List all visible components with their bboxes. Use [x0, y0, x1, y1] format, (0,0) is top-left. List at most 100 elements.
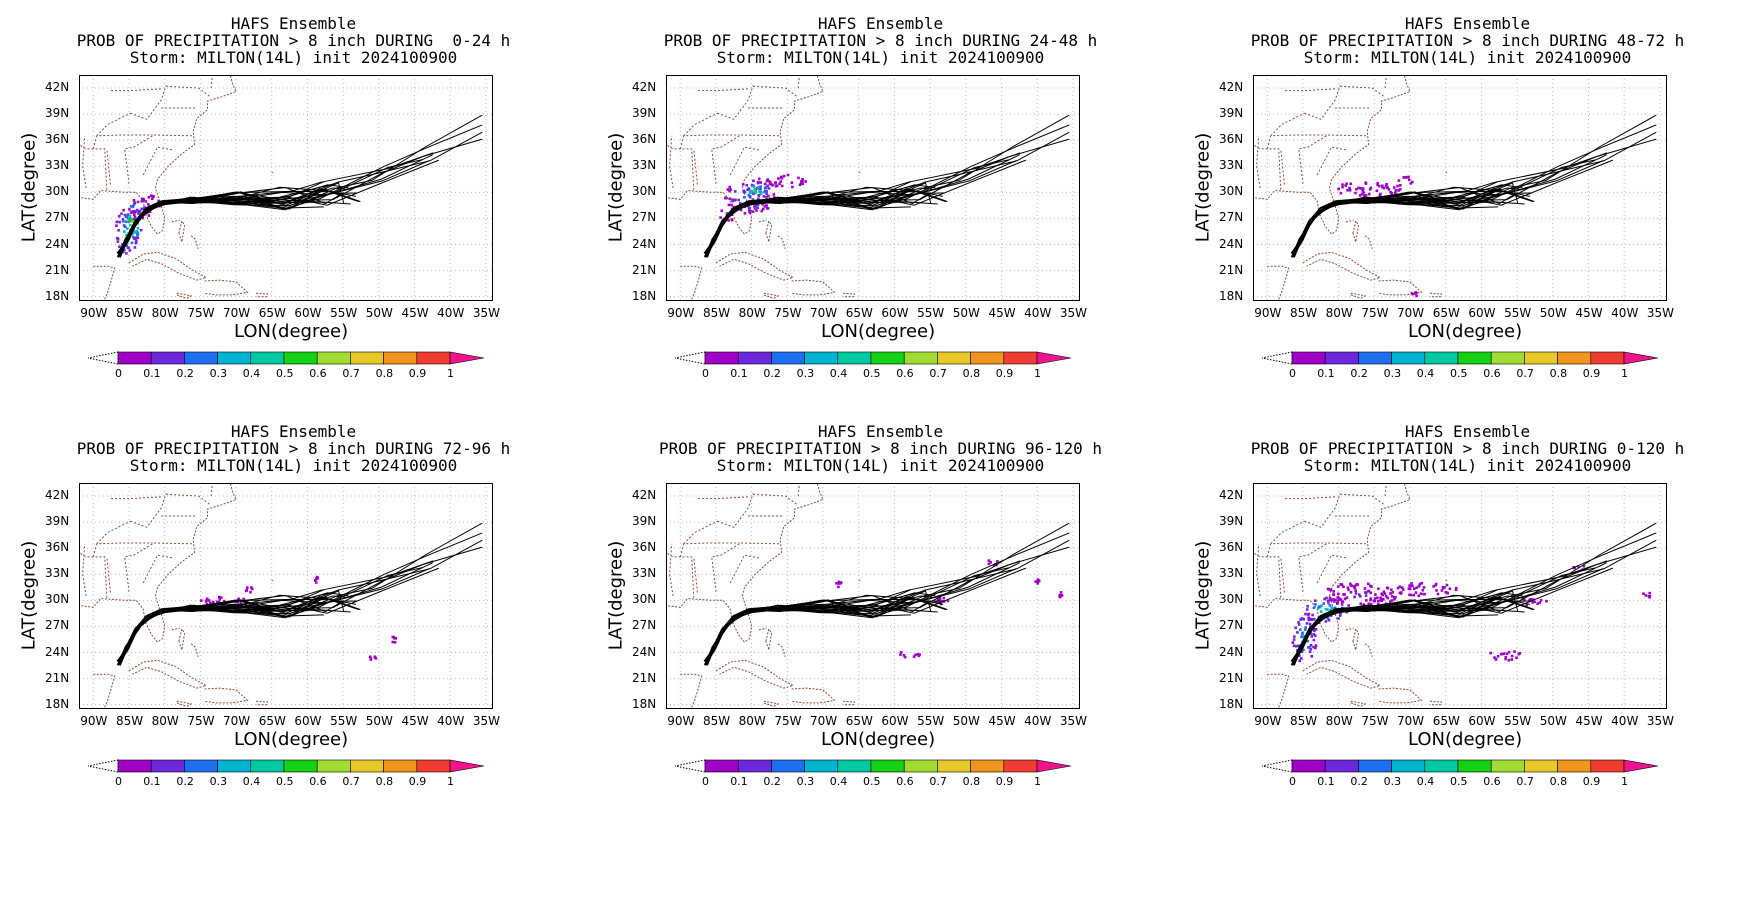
coastline [178, 219, 186, 243]
y-tick-label: 30N [45, 592, 70, 607]
colorbar-segment [1557, 759, 1592, 773]
precip-cell [116, 240, 120, 243]
precip-cell [133, 231, 137, 234]
precip-cell [720, 209, 724, 212]
coastline [190, 643, 199, 657]
x-tick-label: 70W [1397, 306, 1425, 320]
precip-cell [1386, 596, 1389, 600]
precip-region [391, 635, 398, 644]
colorbar-tick-label: 0.8 [962, 775, 981, 788]
colorbar-tick-label: 0 [702, 367, 709, 380]
precip-cell [761, 203, 764, 206]
ensemble-track [1290, 591, 1510, 666]
precip-cell [899, 653, 902, 656]
colorbar-tick-label: 0.1 [1317, 775, 1335, 788]
precip-cell [1293, 635, 1296, 638]
colorbar-segment [870, 351, 905, 365]
precip-cell [767, 187, 771, 190]
precip-cell [1345, 596, 1349, 599]
precip-cell [1372, 599, 1376, 603]
colorbar-tick-label: 0.4 [829, 367, 848, 380]
colorbar-tick-label: 0.6 [309, 775, 327, 788]
precip-cell [1326, 599, 1330, 603]
precip-cell [1367, 602, 1370, 606]
colorbar-segment [1424, 759, 1459, 773]
precip-cell [936, 598, 940, 601]
precip-cell [780, 184, 784, 188]
x-tick-label: 65W [1432, 714, 1460, 728]
precip-cell [1298, 654, 1301, 657]
precip-cell [1305, 608, 1309, 611]
precip-cell [728, 185, 731, 189]
precip-cell [743, 190, 746, 194]
precip-cell [1317, 605, 1321, 608]
coastline [79, 75, 237, 235]
precip-cell [763, 182, 767, 186]
precip-cell [246, 586, 249, 589]
coastline [128, 251, 208, 281]
x-tick-label: 80W [151, 306, 179, 320]
precip-cell [222, 599, 226, 603]
precip-cell [1362, 603, 1366, 606]
colorbar-segment [804, 759, 839, 773]
precip-cell [1358, 194, 1362, 197]
precip-cell [1348, 188, 1352, 192]
coastline [93, 265, 116, 301]
colorbar-segment [1524, 351, 1558, 365]
precip-cell [765, 190, 768, 193]
precip-cell [1408, 593, 1411, 597]
map-plot-area [666, 483, 1080, 709]
y-tick-label: 24N [1219, 644, 1244, 659]
precip-cell [316, 575, 319, 579]
colorbar-segment [737, 759, 772, 773]
precip-cell [1364, 591, 1368, 594]
colorbar-segment [350, 351, 384, 365]
precip-cell [1489, 651, 1493, 655]
precip-cell [762, 195, 766, 198]
precip-cell [1295, 644, 1298, 648]
precip-cell [1357, 186, 1360, 190]
ensemble-track [1291, 522, 1657, 665]
precip-cell [1296, 631, 1299, 634]
precip-cell [1328, 604, 1332, 607]
colorbar-segment [1424, 351, 1459, 365]
precip-cell [1370, 585, 1373, 588]
precip-region [1521, 597, 1548, 607]
precip-cell [801, 177, 804, 181]
precip-cell [125, 252, 128, 255]
precip-cell [760, 209, 764, 213]
precip-cell [1376, 183, 1379, 187]
colorbar-tick-label: 0.8 [1549, 367, 1568, 380]
precip-cell [123, 213, 127, 217]
x-tick-label: 50W [1539, 714, 1567, 728]
precip-cell [133, 237, 137, 241]
precip-cell [1340, 603, 1344, 606]
state-border [683, 112, 718, 137]
precip-cell [1344, 184, 1347, 187]
x-tick-label: 40W [437, 714, 465, 728]
precip-cell [730, 218, 734, 221]
precip-cell [125, 244, 129, 248]
state-border [111, 88, 162, 92]
colorbar [1262, 351, 1659, 365]
colorbar-segment [117, 351, 152, 365]
precip-cell [1302, 618, 1306, 621]
y-tick-label: 21N [632, 262, 657, 277]
coastline [176, 292, 193, 299]
state-border [669, 543, 674, 597]
precip-cell [245, 589, 248, 592]
colorbar-tick-label: 1 [447, 367, 454, 380]
state-border [717, 493, 754, 528]
precip-cell [1434, 584, 1437, 587]
precip-cell [756, 180, 760, 184]
colorbar [675, 759, 1072, 773]
precip-cell [1330, 599, 1333, 602]
ensemble-track [1292, 600, 1532, 663]
precip-cell [206, 597, 209, 601]
coastline [1350, 292, 1367, 299]
colorbar-segment [1457, 351, 1492, 365]
x-tick-label: 75W [187, 714, 215, 728]
precip-cell [128, 249, 132, 252]
precip-cell [1326, 617, 1330, 620]
precip-cell [728, 189, 731, 193]
